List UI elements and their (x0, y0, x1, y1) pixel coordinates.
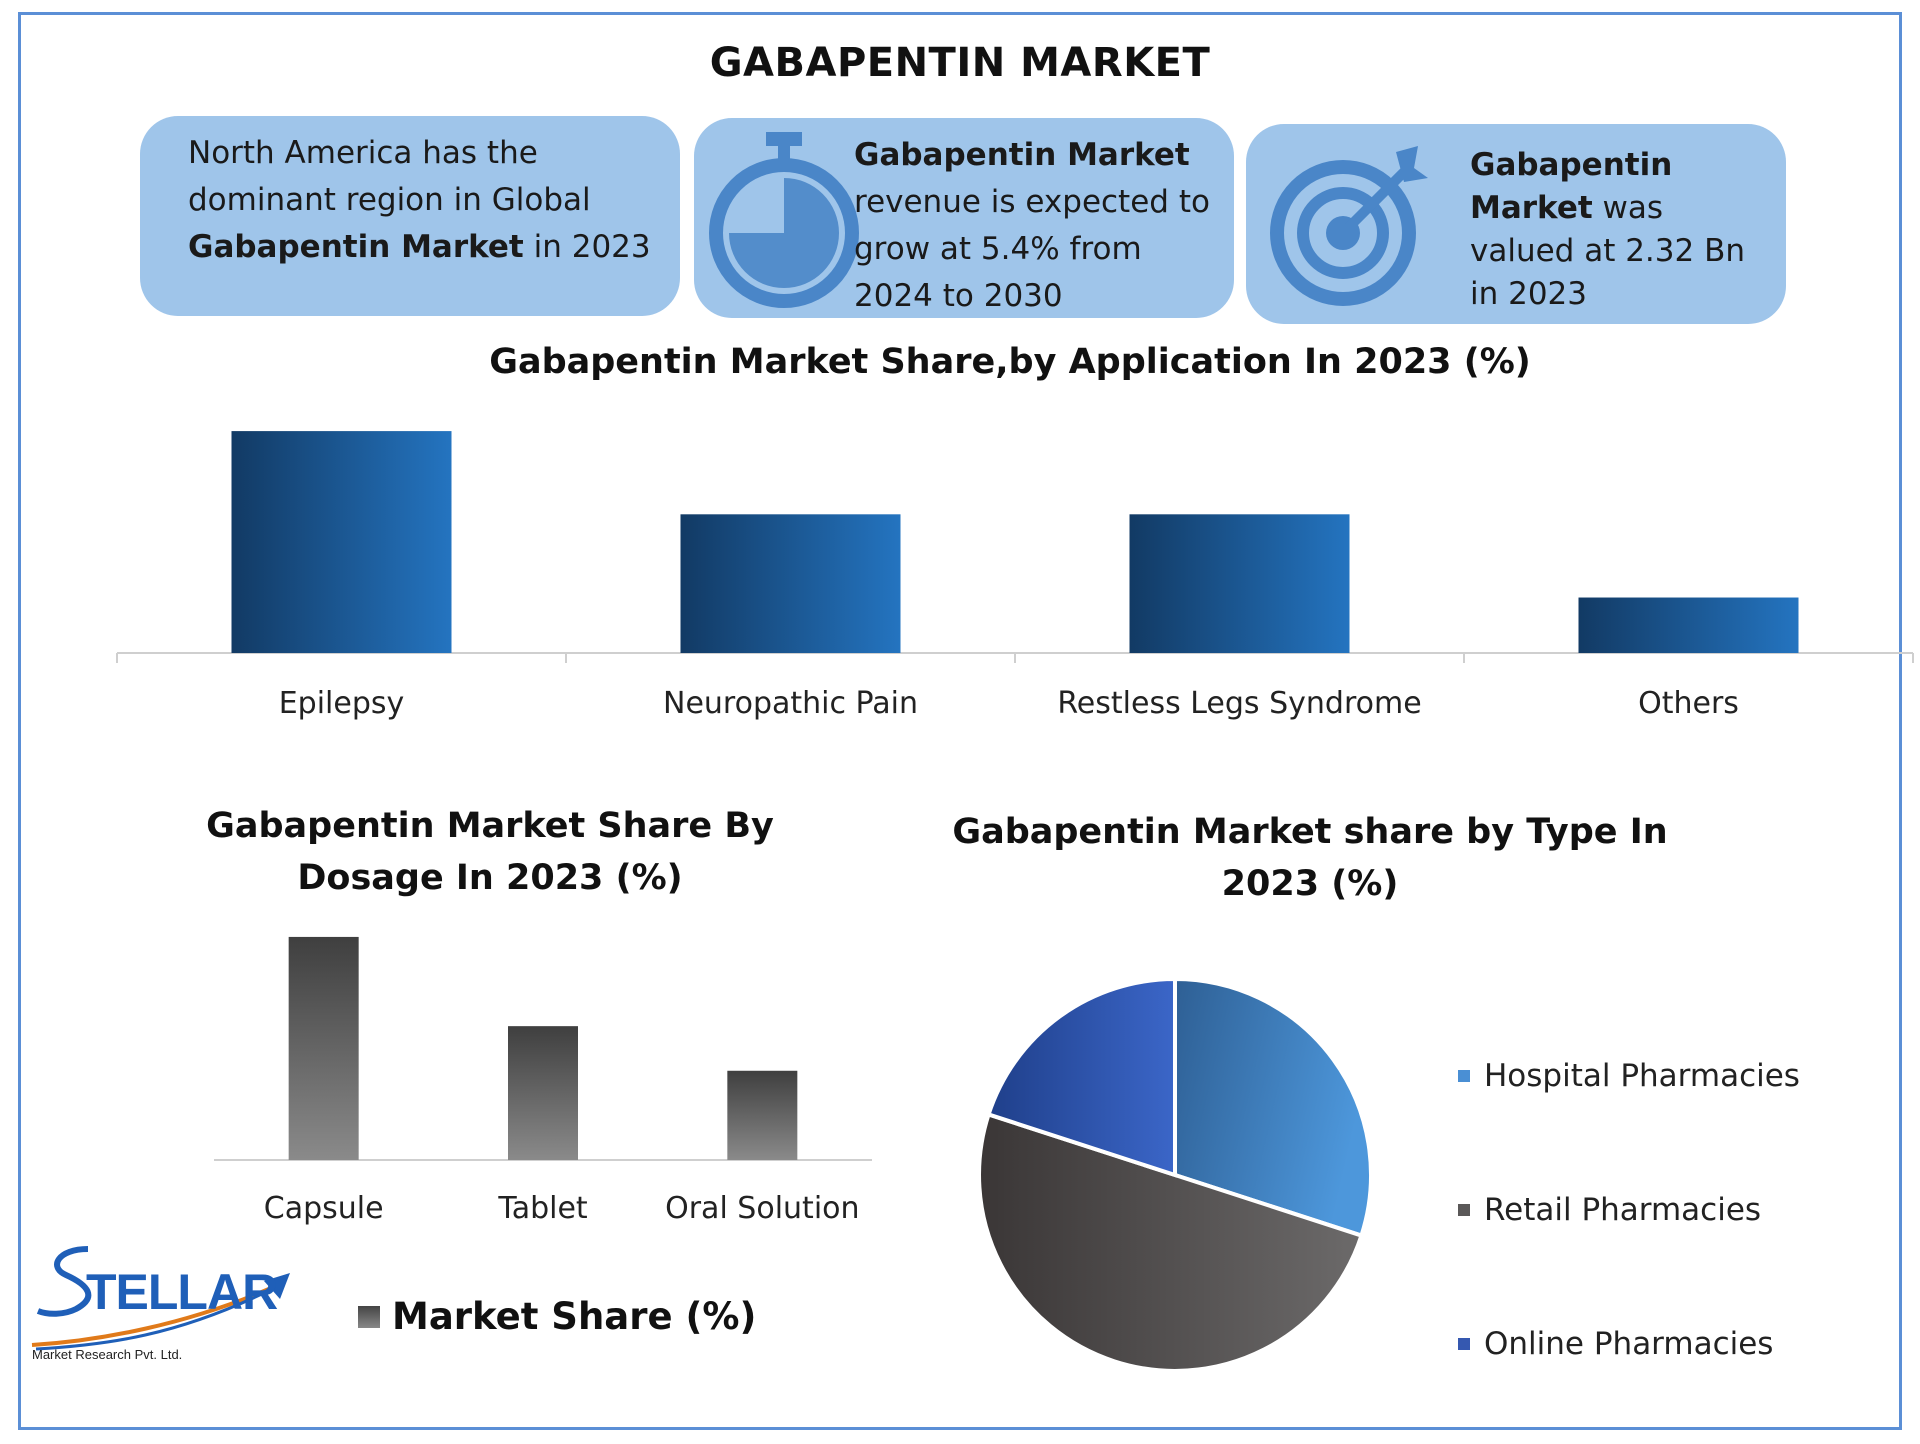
logo-wordmark: TELLAR (86, 1264, 278, 1320)
card-text-run: in 2023 (523, 229, 651, 265)
card-line: revenue is expected to (854, 179, 1210, 226)
card-text-bold: Gabapentin Market (854, 137, 1190, 173)
info-card-region: North America has the dominant region in … (140, 116, 680, 316)
card-line: dominant region in Global (188, 177, 651, 224)
card-line: Gabapentin (1470, 144, 1745, 187)
application-bar-chart: Epilepsy Neuropathic Pain Restless Legs Sy… (116, 431, 1914, 721)
type-chart-title-text: Gabapentin Market share by Type In 2023 … (952, 812, 1668, 904)
dosage-bar (288, 936, 359, 1160)
application-bar (1578, 597, 1799, 653)
card-line: in 2023 (1470, 273, 1745, 316)
info-card-growth-text: Gabapentin Market revenue is expected to g… (854, 132, 1210, 320)
pie-legend-swatch (1458, 1070, 1470, 1082)
card-line: 2024 to 2030 (854, 273, 1210, 320)
pie-legend-swatch (1458, 1338, 1470, 1350)
card-line: Gabapentin Market in 2023 (188, 224, 651, 271)
card-line: Market was (1470, 187, 1745, 230)
card-text-bold: Gabapentin (1470, 147, 1673, 183)
stopwatch-icon (709, 132, 859, 308)
pie-legend-label: Hospital Pharmacies (1484, 1058, 1800, 1094)
page-title: GABAPENTIN MARKET (709, 40, 1211, 86)
target-icon (1270, 146, 1428, 306)
application-tick-label: Epilepsy (279, 686, 405, 721)
pie-legend-item: Hospital Pharmacies (1458, 1058, 1800, 1094)
card-line: grow at 5.4% from (854, 226, 1210, 273)
card-text-run: dominant region in Global (188, 182, 591, 218)
card-line: Gabapentin Market (854, 132, 1210, 179)
card-text-bold: Gabapentin Market (188, 229, 524, 265)
dosage-bar-chart: Capsule Tablet Oral Solution (214, 936, 872, 1226)
type-pie-chart (977, 976, 1373, 1373)
info-card-region-text: North America has the dominant region in … (188, 130, 651, 271)
info-card-growth: Gabapentin Market revenue is expected to g… (694, 118, 1234, 318)
application-bar (1129, 514, 1350, 653)
dosage-tick-label: Tablet (497, 1191, 588, 1226)
card-text-bold: Market (1470, 190, 1593, 226)
dosage-bar (727, 1070, 798, 1160)
pie-legend-label: Retail Pharmacies (1484, 1192, 1762, 1228)
dosage-legend-swatch (358, 1305, 380, 1328)
card-line: North America has the (188, 130, 651, 177)
infographic-frame (18, 12, 1902, 1430)
pie-legend-item: Online Pharmacies (1458, 1326, 1773, 1362)
application-chart-title: Gabapentin Market Share,by Application I… (489, 342, 1531, 382)
application-tick-label: Restless Legs Syndrome (1057, 686, 1421, 721)
card-text-run: in 2023 (1470, 276, 1588, 312)
card-line: valued at 2.32 Bn (1470, 230, 1745, 273)
card-text-run: grow at 5.4% from (854, 231, 1142, 267)
info-card-valuation-text: Gabapentin Market was valued at 2.32 Bn in … (1470, 144, 1745, 316)
dosage-legend-label: Market Share (%) (392, 1295, 757, 1338)
pie-slice (1173, 976, 1373, 1239)
dosage-bar (508, 1026, 578, 1160)
application-bar (680, 514, 901, 653)
application-bar (231, 431, 452, 653)
logo-tagline: Market Research Pvt. Ltd. (32, 1347, 182, 1362)
dosage-chart-title: Gabapentin Market Share By Dosage In 202… (200, 800, 780, 904)
application-tick-label: Neuropathic Pain (663, 686, 918, 721)
card-text-run: 2024 to 2030 (854, 278, 1063, 314)
pie-slice (977, 1111, 1364, 1373)
dosage-tick-label: Capsule (264, 1191, 384, 1226)
card-text-run: was (1592, 190, 1664, 226)
pie-legend-item: Retail Pharmacies (1458, 1192, 1761, 1228)
dosage-chart-title-text: Gabapentin Market Share By Dosage In 202… (206, 806, 774, 898)
info-card-valuation: Gabapentin Market was valued at 2.32 Bn in … (1246, 124, 1786, 324)
stellar-logo: TELLAR Market Research Pvt. Ltd. (31, 1246, 290, 1362)
dosage-tick-label: Oral Solution (665, 1191, 859, 1226)
pie-legend-swatch (1458, 1204, 1470, 1216)
pie-legend-label: Online Pharmacies (1484, 1326, 1774, 1362)
application-tick-label: Others (1638, 686, 1739, 721)
pie-slice (986, 976, 1177, 1178)
type-chart-title: Gabapentin Market share by Type In 2023 … (930, 806, 1690, 910)
card-text-run: North America has the (188, 135, 538, 171)
dosage-legend: Market Share (%) (358, 1295, 756, 1338)
card-text-run: valued at 2.32 Bn (1470, 233, 1746, 269)
card-text-run: revenue is expected to (854, 184, 1210, 220)
